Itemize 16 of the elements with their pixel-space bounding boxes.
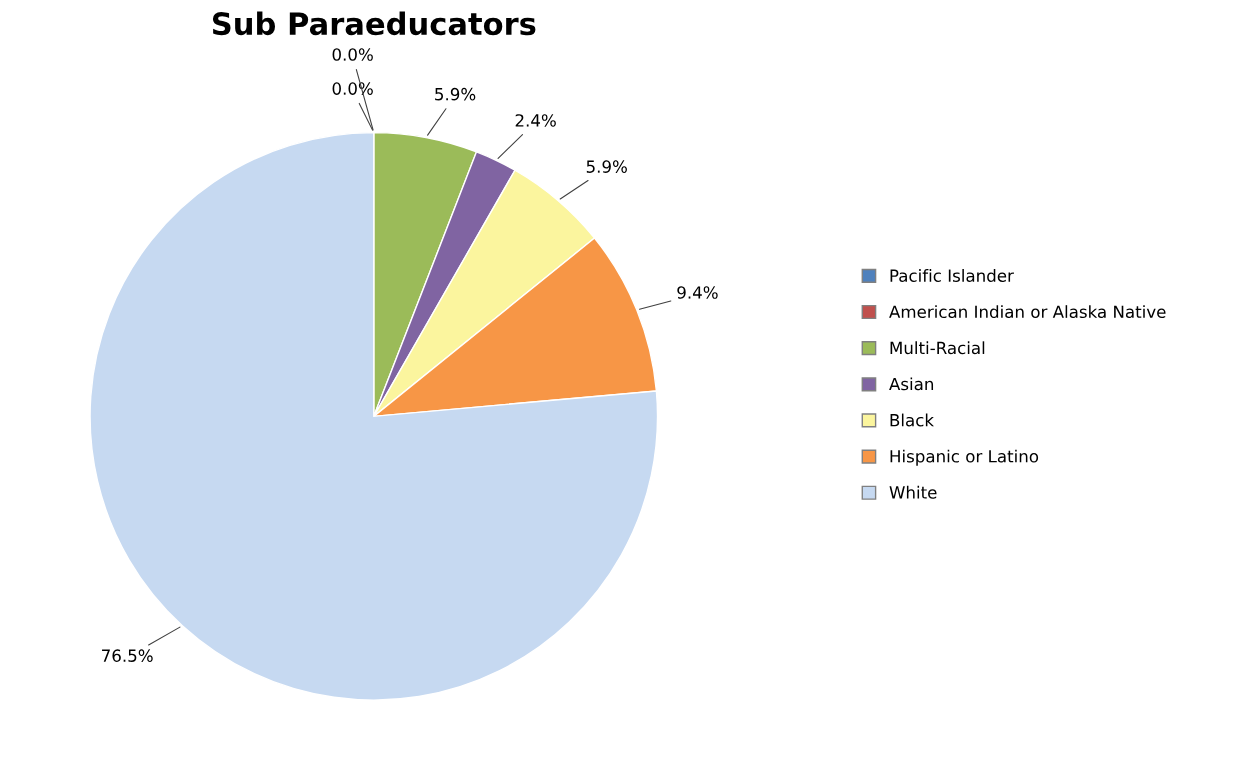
legend-label: Asian xyxy=(889,377,934,391)
text: 0.0% xyxy=(332,48,373,61)
data-label: 2.4% xyxy=(515,114,556,127)
pie-slice xyxy=(89,131,659,701)
data-label: 76.5% xyxy=(102,649,153,662)
chart-title: Sub Paraeducators xyxy=(212,11,536,36)
legend-label: Multi-Racial xyxy=(890,341,985,355)
data-label: 9.4% xyxy=(677,286,718,299)
data-label: 5.9% xyxy=(586,160,627,173)
data-label: 5.9% xyxy=(435,87,476,101)
legend-label: American Indian or Alaska Native xyxy=(889,305,1166,319)
legend-label: Black xyxy=(890,413,934,427)
legend-label: Hispanic or Latino xyxy=(890,449,1039,466)
legend-label: White xyxy=(889,485,937,499)
legend-label: Pacific Islander xyxy=(890,269,1014,282)
text: 0.0% xyxy=(332,82,373,95)
